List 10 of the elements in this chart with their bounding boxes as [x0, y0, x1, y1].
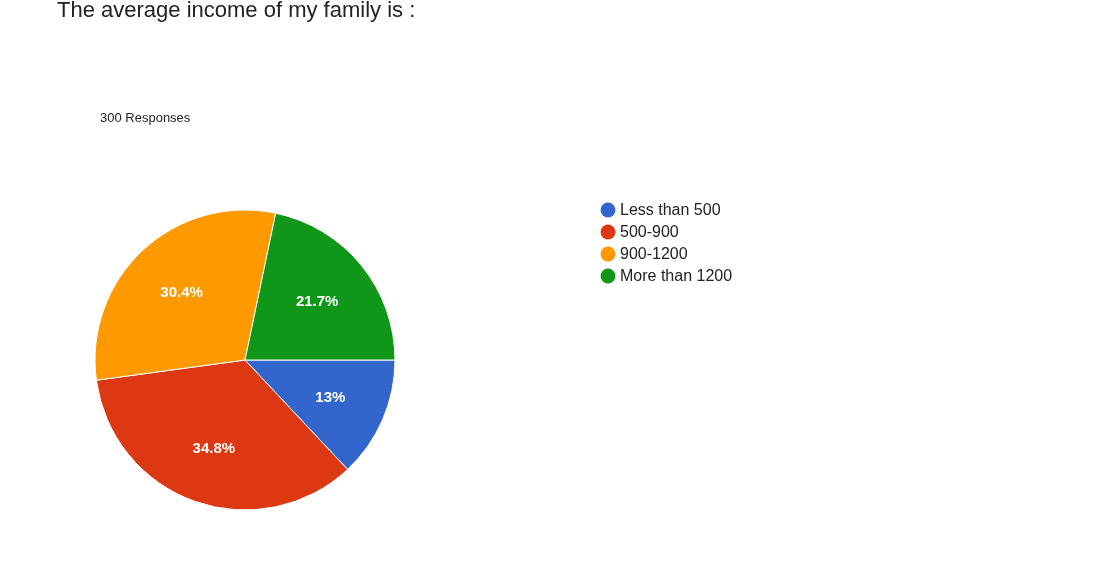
- chart-title: The average income of my family is :: [57, 0, 416, 22]
- legend-label: Less than 500: [620, 201, 721, 218]
- data-label: 34.8%: [192, 438, 236, 456]
- data-label: 21.7%: [295, 292, 339, 310]
- chart-subtitle: 300 Responses: [100, 110, 191, 125]
- legend-label: 500-900: [620, 223, 679, 240]
- legend-label: More than 1200: [620, 267, 733, 284]
- data-label: 13%: [315, 387, 346, 405]
- data-label: 30.4%: [160, 282, 203, 300]
- legend-label: 900-1200: [620, 245, 688, 262]
